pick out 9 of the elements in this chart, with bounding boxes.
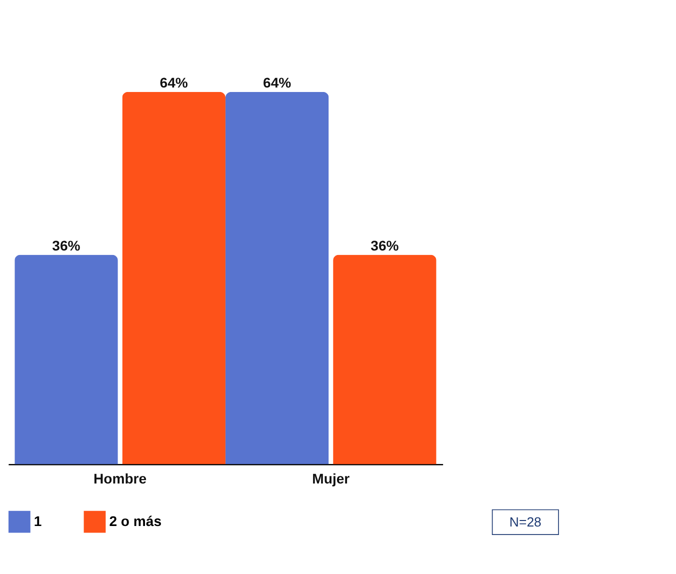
data-label: 36%: [370, 238, 400, 254]
data-label: 64%: [160, 74, 188, 91]
x-tick-label: Mujer: [312, 470, 350, 487]
legend-label: 1: [34, 512, 42, 529]
data-label: 36%: [52, 238, 81, 254]
text: N=28: [509, 514, 542, 530]
x-tick-label: Hombre: [93, 470, 147, 487]
data-label: 64%: [263, 74, 292, 91]
legend-label: 2 o más: [109, 512, 162, 529]
